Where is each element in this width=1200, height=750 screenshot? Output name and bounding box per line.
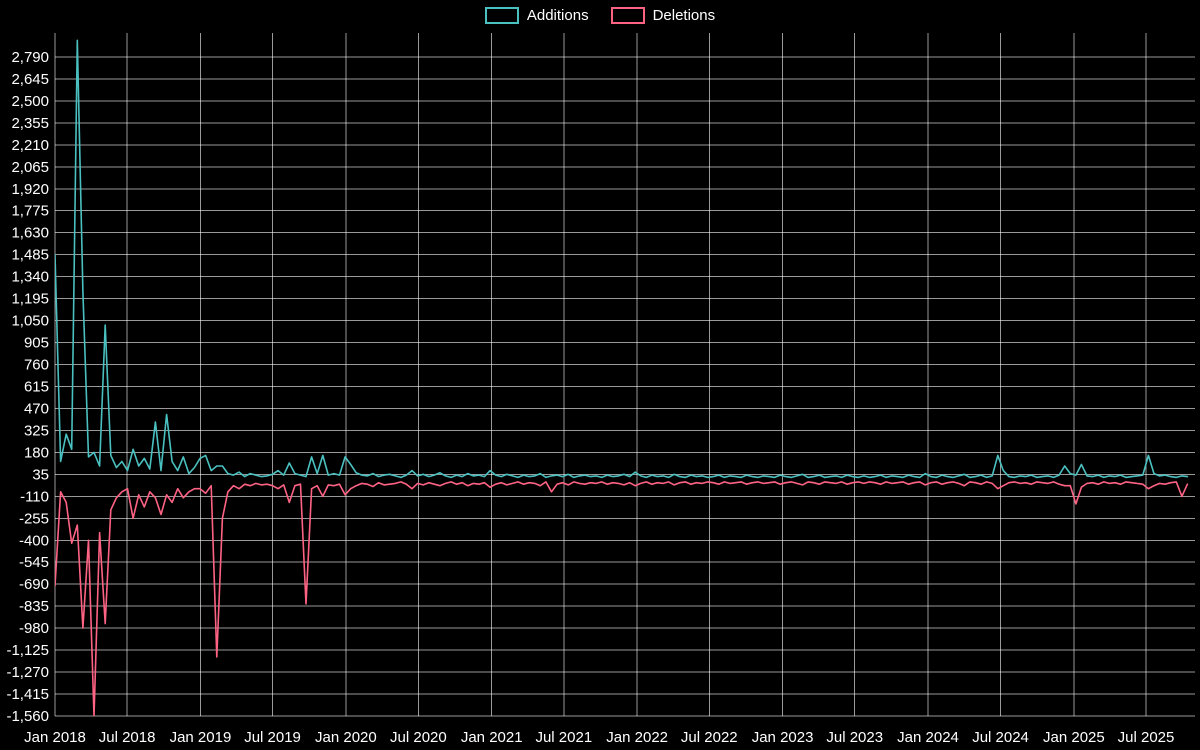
svg-text:-980: -980 bbox=[19, 620, 49, 637]
additions-swatch-icon bbox=[484, 7, 519, 24]
deletions-swatch-icon bbox=[610, 7, 645, 24]
svg-text:325: 325 bbox=[24, 422, 49, 439]
svg-text:-690: -690 bbox=[19, 576, 49, 593]
svg-text:-110: -110 bbox=[20, 488, 49, 505]
svg-text:1,340: 1,340 bbox=[11, 269, 49, 286]
svg-text:Jul 2023: Jul 2023 bbox=[826, 729, 883, 746]
svg-text:-1,270: -1,270 bbox=[6, 664, 49, 681]
svg-text:2,065: 2,065 bbox=[11, 159, 49, 176]
svg-text:Jul 2024: Jul 2024 bbox=[972, 729, 1029, 746]
svg-text:Jul 2022: Jul 2022 bbox=[681, 729, 738, 746]
legend-item-deletions[interactable]: Deletions bbox=[610, 7, 716, 24]
svg-text:2,355: 2,355 bbox=[11, 115, 49, 132]
svg-text:-545: -545 bbox=[19, 554, 49, 571]
svg-text:470: 470 bbox=[24, 400, 49, 417]
svg-text:Jan 2025: Jan 2025 bbox=[1043, 729, 1105, 746]
x-axis-labels: Jan 2018 Jul 2018 Jan 2019 Jul 2019 Jan 2020… bbox=[24, 729, 1174, 746]
svg-text:-1,415: -1,415 bbox=[6, 686, 49, 703]
svg-text:180: 180 bbox=[24, 444, 49, 461]
legend-item-additions[interactable]: Additions bbox=[484, 7, 589, 24]
svg-text:-255: -255 bbox=[19, 510, 49, 527]
svg-text:Jan 2021: Jan 2021 bbox=[461, 729, 523, 746]
legend-label-additions: Additions bbox=[526, 7, 589, 24]
y-axis-labels: 2,790 2,645 2,500 2,355 2,210 2,065 1,920 1,775… bbox=[6, 49, 49, 725]
svg-text:Jan 2023: Jan 2023 bbox=[752, 729, 814, 746]
svg-text:-1,125: -1,125 bbox=[6, 642, 49, 659]
svg-text:2,500: 2,500 bbox=[11, 93, 49, 110]
chart-legend: Additions Deletions bbox=[0, 7, 1200, 24]
grid-lines bbox=[54, 33, 1195, 717]
svg-text:-1,560: -1,560 bbox=[6, 708, 49, 725]
additions-line bbox=[55, 39, 1189, 479]
svg-text:Jan 2020: Jan 2020 bbox=[315, 729, 377, 746]
svg-text:2,645: 2,645 bbox=[11, 71, 49, 88]
svg-text:1,775: 1,775 bbox=[11, 203, 49, 220]
svg-text:1,485: 1,485 bbox=[11, 247, 49, 264]
svg-text:Jul 2020: Jul 2020 bbox=[390, 729, 447, 746]
svg-text:35: 35 bbox=[32, 466, 49, 483]
svg-text:1,195: 1,195 bbox=[11, 291, 49, 308]
svg-text:Jan 2018: Jan 2018 bbox=[24, 729, 86, 746]
svg-text:760: 760 bbox=[24, 357, 49, 374]
svg-text:-835: -835 bbox=[19, 598, 49, 615]
svg-text:1,920: 1,920 bbox=[11, 181, 49, 198]
svg-text:Jan 2022: Jan 2022 bbox=[606, 729, 668, 746]
svg-text:Jan 2019: Jan 2019 bbox=[170, 729, 232, 746]
svg-text:Jan 2024: Jan 2024 bbox=[897, 729, 959, 746]
svg-text:1,050: 1,050 bbox=[11, 313, 49, 330]
svg-text:Jul 2025: Jul 2025 bbox=[1118, 729, 1175, 746]
svg-text:Jul 2018: Jul 2018 bbox=[99, 729, 156, 746]
deletions-line bbox=[55, 481, 1189, 716]
svg-text:2,210: 2,210 bbox=[11, 137, 49, 154]
legend-label-deletions: Deletions bbox=[652, 7, 716, 24]
svg-text:Jul 2021: Jul 2021 bbox=[535, 729, 592, 746]
svg-text:2,790: 2,790 bbox=[11, 49, 49, 66]
svg-text:Jul 2019: Jul 2019 bbox=[244, 729, 301, 746]
svg-text:615: 615 bbox=[24, 378, 49, 395]
svg-text:905: 905 bbox=[24, 335, 49, 352]
svg-text:1,630: 1,630 bbox=[11, 225, 49, 242]
svg-text:-400: -400 bbox=[19, 532, 49, 549]
